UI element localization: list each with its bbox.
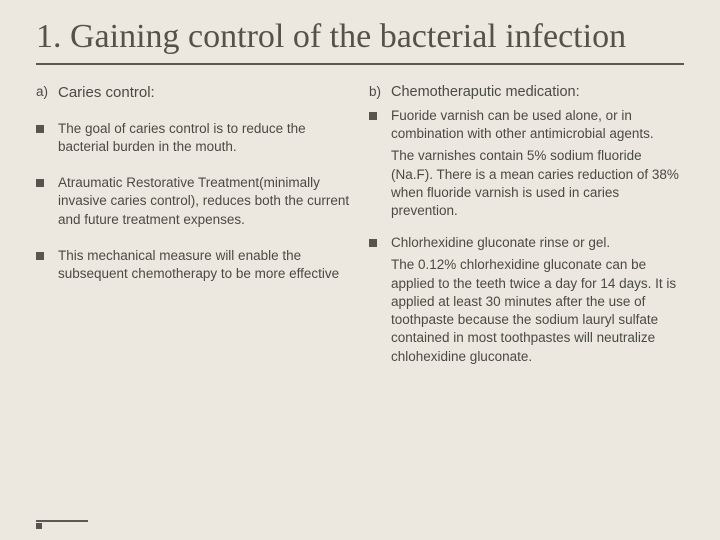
marker-b: b) — [369, 83, 391, 103]
list-item: Atraumatic Restorative Treatment(minimal… — [36, 174, 351, 229]
slide: 1. Gaining control of the bacterial infe… — [0, 0, 720, 540]
marker-a: a) — [36, 83, 58, 103]
bullet-text: This mechanical measure will enable the … — [58, 247, 351, 283]
item-b: b) Chemotheraputic medication: — [369, 83, 684, 103]
bullet-text: Atraumatic Restorative Treatment(minimal… — [58, 174, 351, 229]
paragraph: The 0.12% chlorhexidine gluconate can be… — [369, 256, 684, 365]
square-bullet-icon — [36, 120, 58, 156]
content-columns: a) Caries control: The goal of caries co… — [36, 83, 684, 379]
page-title: 1. Gaining control of the bacterial infe… — [36, 18, 684, 55]
item-a: a) Caries control: — [36, 83, 351, 103]
label-b: Chemotheraputic medication: — [391, 83, 684, 103]
list-item: Chlorhexidine gluconate rinse or gel. — [369, 234, 684, 252]
bullet-text: Chlorhexidine gluconate rinse or gel. — [391, 234, 684, 252]
list-item: Fuoride varnish can be used alone, or in… — [369, 107, 684, 143]
footer-rule — [36, 520, 88, 522]
paragraph: The varnishes contain 5% sodium fluoride… — [369, 147, 684, 220]
bullet-text: The goal of caries control is to reduce … — [58, 120, 351, 156]
square-bullet-icon — [369, 107, 391, 143]
bullet-text: Fuoride varnish can be used alone, or in… — [391, 107, 684, 143]
title-underline — [36, 63, 684, 65]
list-item: This mechanical measure will enable the … — [36, 247, 351, 283]
label-a: Caries control: — [58, 83, 351, 103]
square-bullet-icon — [36, 174, 58, 229]
square-bullet-icon — [369, 234, 391, 252]
left-column: a) Caries control: The goal of caries co… — [36, 83, 351, 379]
square-bullet-icon — [36, 247, 58, 283]
list-item: The goal of caries control is to reduce … — [36, 120, 351, 156]
footer-square-icon — [36, 523, 42, 529]
right-column: b) Chemotheraputic medication: Fuoride v… — [369, 83, 684, 379]
